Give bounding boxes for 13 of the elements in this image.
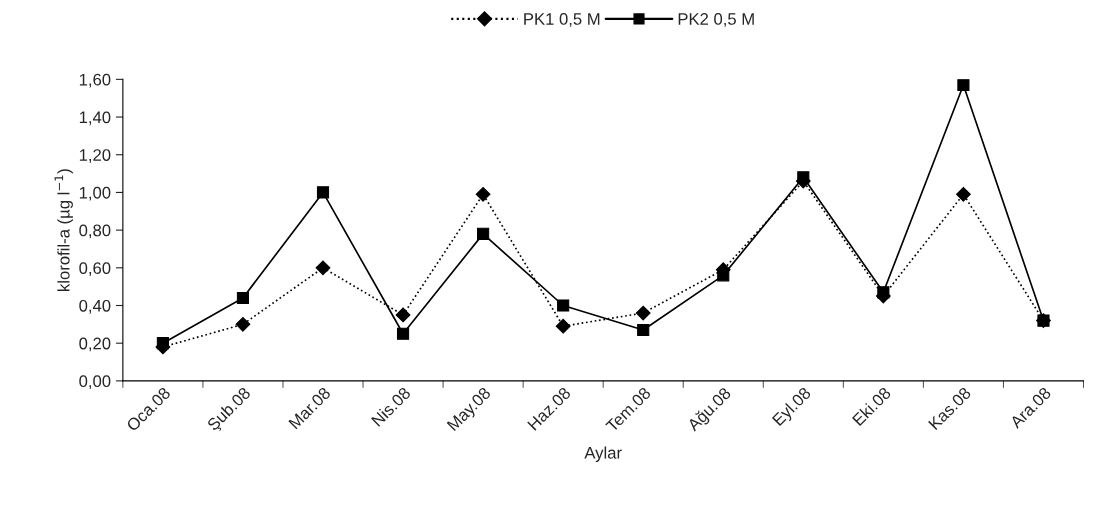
y-tick-label: 1,00: [79, 186, 111, 201]
y-tick-label: 0,00: [79, 375, 111, 390]
legend-label: PK1 0,5 M: [524, 13, 600, 27]
y-tick-label: 0,20: [79, 337, 111, 352]
y-tick-label: 0,80: [79, 224, 111, 239]
y-tick-label: 1,20: [79, 149, 111, 163]
x-axis-title: Aylar: [584, 446, 622, 463]
y-tick-label: 1,40: [79, 111, 111, 126]
y-axis-title: klorofil-a (µg l$^{−1}$): [54, 169, 73, 291]
legend-label: PK2 0,5 M: [678, 13, 754, 27]
y-tick-label: 1,60: [79, 73, 111, 88]
y-tick-label: 0,40: [79, 299, 111, 314]
y-tick-label: 0,60: [79, 262, 111, 276]
